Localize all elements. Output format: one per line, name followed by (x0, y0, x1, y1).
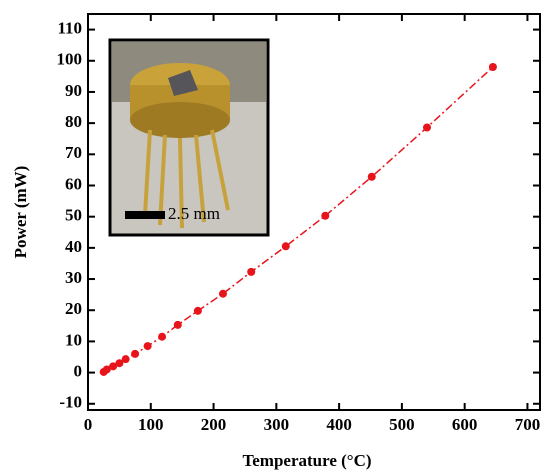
y-tick-label: 60 (65, 174, 82, 193)
y-axis-label: Power (mW) (11, 166, 30, 259)
y-tick-label: 80 (65, 112, 82, 131)
x-tick-label: 200 (201, 415, 227, 434)
y-tick-label: 70 (65, 143, 82, 162)
data-point (131, 349, 140, 358)
pins (143, 129, 230, 229)
data-point (321, 211, 330, 220)
data-point (173, 320, 182, 329)
scale-label: 2.5 mm (168, 204, 220, 223)
data-point (115, 359, 124, 368)
data-point (488, 63, 497, 72)
y-tick-label: 100 (57, 50, 83, 69)
y-tick-label: -10 (59, 393, 82, 412)
scale-bar (125, 211, 165, 219)
x-tick-label: 300 (264, 415, 290, 434)
x-axis-label: Temperature (°C) (242, 451, 371, 470)
y-tick-label: 20 (65, 299, 82, 318)
data-point (218, 289, 227, 298)
y-tick-label: 10 (65, 330, 82, 349)
data-point (367, 172, 376, 181)
data-point (109, 362, 118, 371)
y-tick-label: 110 (57, 18, 82, 37)
data-point (423, 123, 431, 132)
header-bottom (130, 102, 230, 138)
plot-frame (87, 13, 541, 411)
x-tick-label: 0 (84, 415, 93, 434)
data-point (247, 267, 256, 276)
y-tick-label: 30 (65, 268, 82, 287)
y-tick-label: 90 (65, 81, 82, 100)
data-point (193, 306, 202, 315)
inset-photo: 2.5 mm (108, 38, 270, 237)
x-tick-label: 600 (452, 415, 478, 434)
x-tick-label: 400 (326, 415, 352, 434)
chip (168, 70, 198, 96)
x-tick-label: 100 (138, 415, 164, 434)
data-point (102, 365, 111, 374)
data-point (143, 342, 152, 351)
y-tick-label: 50 (65, 206, 82, 225)
y-tick-label: 40 (65, 237, 82, 256)
x-tick-label: 700 (515, 415, 541, 434)
data-point (158, 332, 167, 341)
data-point (121, 355, 130, 364)
x-tick-label: 500 (389, 415, 415, 434)
data-point (281, 242, 290, 251)
y-tick-label: 0 (74, 361, 83, 380)
